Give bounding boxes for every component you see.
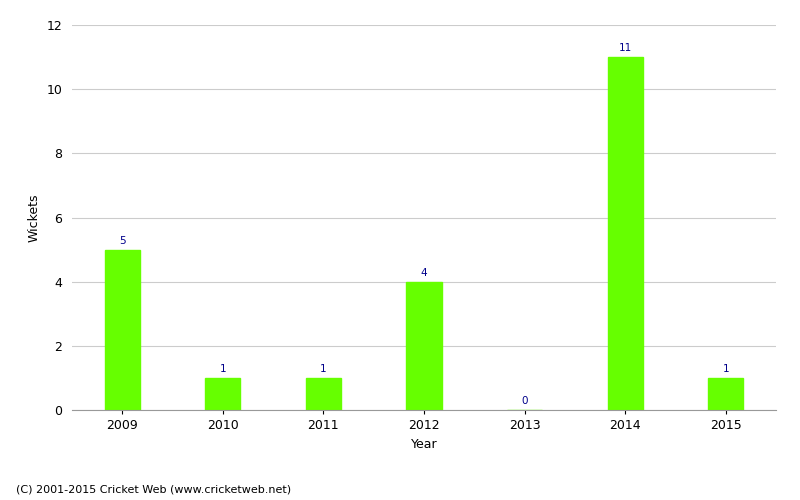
Bar bbox=[105, 250, 140, 410]
Text: 1: 1 bbox=[219, 364, 226, 374]
Bar bbox=[607, 57, 642, 410]
Text: 1: 1 bbox=[722, 364, 729, 374]
Text: 4: 4 bbox=[421, 268, 427, 278]
Bar bbox=[406, 282, 442, 410]
Text: 5: 5 bbox=[119, 236, 126, 246]
Text: (C) 2001-2015 Cricket Web (www.cricketweb.net): (C) 2001-2015 Cricket Web (www.cricketwe… bbox=[16, 485, 291, 495]
Y-axis label: Wickets: Wickets bbox=[28, 193, 41, 242]
X-axis label: Year: Year bbox=[410, 438, 438, 450]
Bar bbox=[306, 378, 341, 410]
Bar bbox=[206, 378, 241, 410]
Text: 11: 11 bbox=[618, 43, 632, 53]
Text: 1: 1 bbox=[320, 364, 326, 374]
Bar bbox=[708, 378, 743, 410]
Text: 0: 0 bbox=[522, 396, 528, 406]
